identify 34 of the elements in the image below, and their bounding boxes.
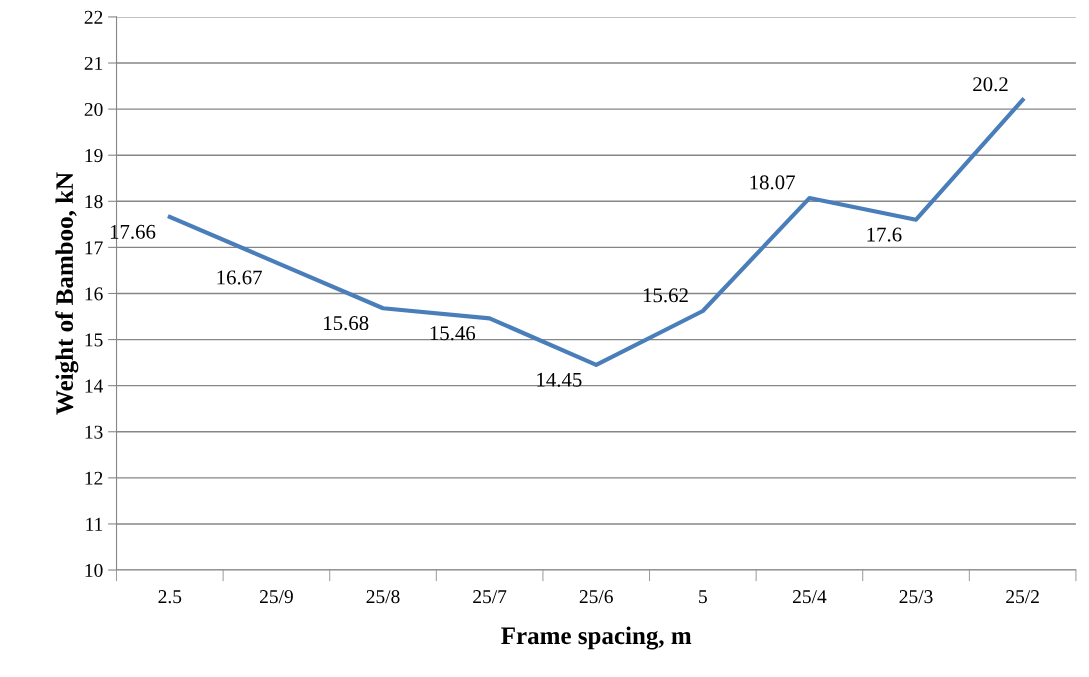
x-tick-label: 5 (699, 590, 707, 604)
y-tick-label: 12 (85, 471, 103, 485)
y-tick-label: 11 (86, 517, 103, 531)
data-label: 16.67 (217, 270, 262, 285)
y-tick-label: 16 (85, 287, 103, 301)
data-label: 17.66 (110, 224, 156, 239)
data-label: 17.6 (867, 227, 902, 242)
y-tick-label: 22 (84, 10, 103, 24)
y-tick-label: 10 (85, 563, 103, 577)
x-tick-label: 25/6 (579, 590, 613, 604)
data-label: 20.2 (973, 77, 1008, 92)
x-tick-label: 25/8 (366, 590, 400, 604)
data-label: 18.07 (750, 175, 795, 190)
y-tick-label: 15 (85, 333, 103, 347)
data-label: 14.45 (537, 372, 582, 387)
data-label: 15.46 (430, 326, 476, 341)
x-tick-label: 25/4 (793, 590, 827, 604)
x-tick-label: 25/7 (473, 590, 507, 604)
x-tick-label: 25/9 (259, 590, 293, 604)
y-tick-label: 20 (84, 102, 103, 117)
data-label: 15.68 (324, 316, 369, 331)
x-tick-label: 2.5 (158, 590, 182, 604)
x-axis-title: Frame spacing, m (501, 626, 692, 650)
x-tick-label: 25/3 (899, 590, 933, 604)
data-label: 15.62 (643, 288, 688, 303)
y-tick-label: 17 (85, 241, 103, 255)
y-tick-label: 18 (85, 195, 103, 209)
y-tick-label: 14 (85, 379, 104, 393)
y-tick-label: 19 (85, 149, 103, 163)
y-axis-title: Weight of Bamboo, kN (55, 172, 79, 415)
line-series (167, 97, 1025, 368)
y-tick-label: 13 (85, 425, 103, 439)
y-tick-label: 21 (84, 56, 103, 70)
x-tick-label: 25/2 (1006, 590, 1039, 604)
